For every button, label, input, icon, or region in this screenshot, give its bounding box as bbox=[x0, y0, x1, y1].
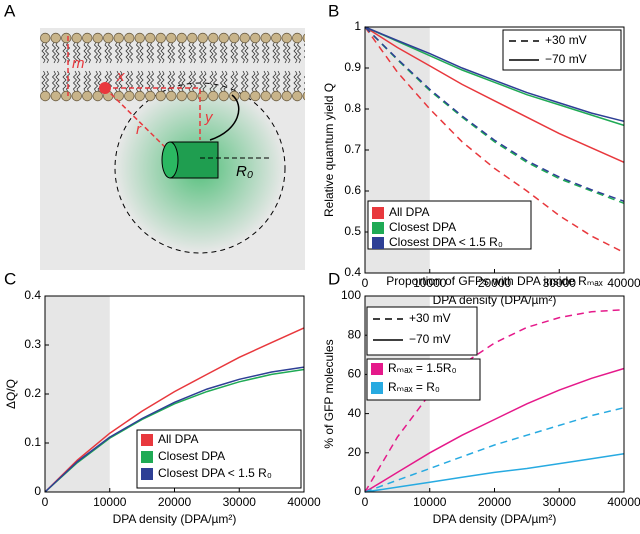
legend-swatch bbox=[141, 468, 153, 480]
y-tick-label: 40 bbox=[348, 406, 362, 420]
legend-label: +30 mV bbox=[545, 33, 587, 47]
x-tick-label: 30000 bbox=[223, 495, 257, 509]
y-tick-label: 0 bbox=[354, 484, 361, 498]
x-axis-label: DPA density (DPA/µm²) bbox=[433, 512, 557, 526]
legend-box bbox=[366, 358, 481, 401]
linker bbox=[209, 94, 240, 141]
data-line bbox=[44, 368, 305, 493]
data-line bbox=[364, 26, 625, 254]
legend-label: All DPA bbox=[389, 205, 429, 219]
membrane bbox=[40, 32, 305, 102]
distance-lines bbox=[67, 36, 201, 151]
label-r0: R₀ bbox=[236, 163, 253, 180]
legend-swatch bbox=[372, 237, 384, 249]
label-y: y bbox=[204, 109, 214, 126]
legend-box bbox=[367, 200, 532, 250]
schematic: m x y r R₀ bbox=[40, 28, 305, 270]
x-tick-label: 20000 bbox=[478, 276, 512, 290]
legend-label: +30 mV bbox=[409, 311, 451, 325]
legend-label: Closest DPA < 1.5 R₀ bbox=[389, 235, 503, 249]
y-tick-label: 0.4 bbox=[24, 288, 41, 302]
plot-frame bbox=[364, 295, 625, 493]
data-line bbox=[364, 367, 625, 493]
y-tick-label: 0.1 bbox=[24, 435, 41, 449]
x-tick-label: 0 bbox=[362, 276, 369, 290]
panel-letter: D bbox=[328, 269, 340, 288]
label-r: r bbox=[136, 121, 142, 138]
legend-label: −70 mV bbox=[545, 52, 587, 66]
y-tick-label: 0.7 bbox=[344, 142, 361, 156]
y-axis-label: ΔQ/Q bbox=[4, 379, 18, 409]
y-tick-label: 0.6 bbox=[344, 183, 361, 197]
y-axis-label: Relative quantum yield Q bbox=[322, 83, 336, 217]
gfp-end bbox=[161, 141, 179, 179]
dpa bbox=[99, 82, 111, 94]
legend-swatch bbox=[372, 222, 384, 234]
data-line bbox=[44, 327, 305, 493]
y-tick-label: 0.3 bbox=[24, 337, 41, 351]
legend-label: Rₘₐₓ = 1.5R₀ bbox=[388, 361, 457, 375]
legend-label: Closest DPA bbox=[389, 220, 456, 234]
legend-label: Rₘₐₓ = R₀ bbox=[388, 380, 440, 394]
legend-swatch bbox=[371, 382, 383, 394]
y-tick-label: 0.8 bbox=[344, 101, 361, 115]
data-line bbox=[364, 26, 625, 203]
data-line bbox=[364, 406, 625, 493]
data-line bbox=[364, 26, 625, 127]
legend-label: All DPA bbox=[158, 432, 198, 446]
y-tick-label: 80 bbox=[348, 327, 362, 341]
x-tick-label: 30000 bbox=[543, 276, 577, 290]
legend-swatch bbox=[141, 451, 153, 463]
chart-title: Proportion of GFPs with DPA inside Rₘₐₓ bbox=[386, 274, 602, 288]
y-tick-label: 100 bbox=[341, 288, 361, 302]
legend-box bbox=[136, 429, 302, 489]
data-line bbox=[364, 26, 625, 163]
data-line bbox=[44, 366, 305, 493]
x-axis-label: DPA density (DPA/µm²) bbox=[113, 512, 237, 526]
x-tick-label: 20000 bbox=[158, 495, 192, 509]
y-tick-label: 0.9 bbox=[344, 60, 361, 74]
x-tick-label: 10000 bbox=[413, 495, 447, 509]
legend-swatch bbox=[371, 363, 383, 375]
y-tick-label: 60 bbox=[348, 367, 362, 381]
x-axis-label: DPA density (DPA/µm²) bbox=[433, 293, 557, 307]
plot-frame bbox=[364, 26, 625, 274]
x-tick-label: 40000 bbox=[287, 495, 321, 509]
x-tick-label: 0 bbox=[42, 495, 49, 509]
y-tick-label: 0.2 bbox=[24, 386, 41, 400]
legend-label: Closest DPA < 1.5 R₀ bbox=[158, 466, 272, 480]
x-tick-label: 10000 bbox=[413, 276, 447, 290]
x-tick-label: 40000 bbox=[607, 276, 640, 290]
x-tick-label: 10000 bbox=[93, 495, 127, 509]
y-tick-label: 0 bbox=[34, 484, 41, 498]
legend-swatch bbox=[141, 434, 153, 446]
y-tick-label: 20 bbox=[348, 445, 362, 459]
legend-box bbox=[502, 29, 622, 71]
data-line bbox=[364, 308, 625, 493]
legend-swatch bbox=[372, 207, 384, 219]
y-tick-label: 0.4 bbox=[344, 265, 361, 279]
label-x: x bbox=[116, 68, 125, 85]
panel-letter: C bbox=[4, 269, 16, 288]
legend-label: −70 mV bbox=[409, 332, 451, 346]
x-tick-label: 0 bbox=[362, 495, 369, 509]
data-line bbox=[364, 453, 625, 493]
x-tick-label: 20000 bbox=[478, 495, 512, 509]
y-axis-label: % of GFP molecules bbox=[322, 339, 336, 448]
x-tick-label: 40000 bbox=[607, 495, 640, 509]
legend-box bbox=[366, 306, 478, 356]
panel-letter: A bbox=[4, 1, 16, 20]
plot-frame bbox=[44, 295, 305, 493]
legend-label: Closest DPA bbox=[158, 449, 225, 463]
label-m: m bbox=[72, 55, 85, 72]
panel-letter: B bbox=[328, 1, 339, 20]
x-tick-label: 30000 bbox=[543, 495, 577, 509]
y-tick-label: 1 bbox=[354, 19, 361, 33]
y-tick-label: 0.5 bbox=[344, 224, 361, 238]
data-line bbox=[364, 26, 625, 123]
